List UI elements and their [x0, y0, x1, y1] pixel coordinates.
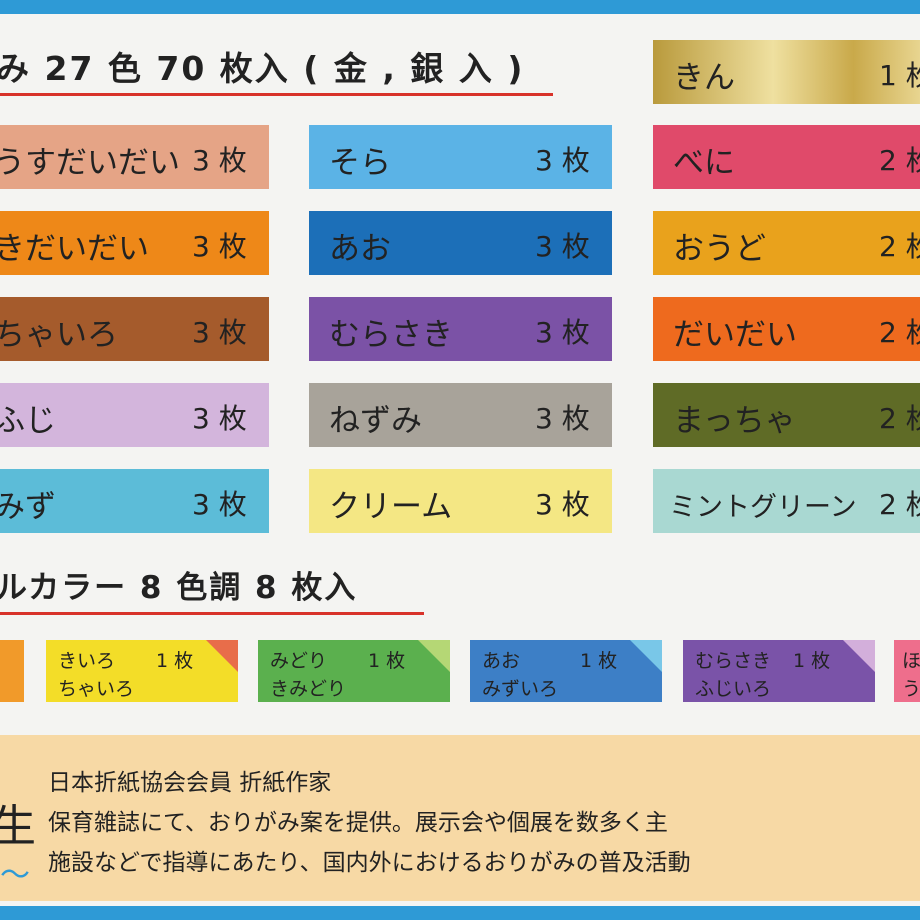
- dual-swatch-kiiro-chairo: きいろ 1 枚 ちゃいろ: [46, 640, 238, 702]
- swatch-ao: あお 3 枚: [309, 211, 612, 275]
- swatch-name: うすだいだい: [0, 145, 180, 181]
- dual-line2: う: [902, 678, 920, 700]
- author-info-panel: 日本折紙協会会員 折紙作家 保育雑誌にて、おりがみ案を提供。展示会や個展を数多く…: [0, 735, 920, 901]
- swatch-oudo: おうど 2 枚: [653, 211, 920, 275]
- dual-swatch-ao-mizuiro: あお 1 枚 みずいろ: [470, 640, 662, 702]
- swatch-count: 2 枚: [879, 402, 920, 435]
- dual-swatch-partial: [0, 640, 24, 702]
- section-heading-dual-colors: ルカラー 8 色調 8 枚入: [0, 570, 358, 606]
- dual-swatch-murasaki-fujiiro: むらさき 1 枚 ふじいろ: [683, 640, 875, 702]
- dual-swatch-pink: ほ う: [894, 640, 920, 702]
- swatch-mint-green: ミントグリーン 2 枚: [653, 469, 920, 533]
- swatch-count: 3 枚: [192, 316, 247, 349]
- author-line-1: 日本折紙協会会員 折紙作家: [48, 770, 332, 796]
- swatch-name: ふじ: [0, 403, 56, 439]
- dual-line1: きいろ: [58, 650, 116, 672]
- swatch-name: ねずみ: [329, 403, 422, 439]
- dual-line1: むらさき: [695, 650, 772, 672]
- swatch-beni: べに 2 枚: [653, 125, 920, 189]
- swatch-name: そら: [329, 145, 391, 181]
- author-line-3: 施設などで指導にあたり、国内外におけるおりがみの普及活動: [48, 850, 691, 876]
- top-border-bar: [0, 0, 920, 14]
- swatch-count: 2 枚: [879, 144, 920, 177]
- swatch-count: 3 枚: [535, 402, 590, 435]
- swatch-name: ちゃいろ: [0, 317, 118, 353]
- swatch-name: おうど: [673, 231, 766, 267]
- swatch-count: 3 枚: [192, 144, 247, 177]
- dual-line2: ちゃいろ: [58, 678, 135, 700]
- dual-line1: あお: [482, 650, 521, 672]
- swatch-mizu: みず 3 枚: [0, 469, 269, 533]
- swatch-fuji: ふじ 3 枚: [0, 383, 269, 447]
- dual-line2: みずいろ: [482, 678, 559, 700]
- swatch-count: 3 枚: [192, 488, 247, 521]
- swatch-kin: きん 1 枚: [653, 40, 920, 104]
- dual-line2: きみどり: [270, 678, 347, 700]
- dual-count: 1 枚: [580, 650, 618, 672]
- swatch-count: 3 枚: [535, 144, 590, 177]
- wave-icon: 〜: [0, 858, 30, 893]
- swatch-name: みず: [0, 489, 56, 525]
- swatch-name: だいだい: [673, 317, 797, 353]
- swatch-count: 2 枚: [879, 488, 920, 521]
- swatch-chairo: ちゃいろ 3 枚: [0, 297, 269, 361]
- swatch-murasaki: むらさき 3 枚: [309, 297, 612, 361]
- swatch-count: 3 枚: [535, 316, 590, 349]
- swatch-count: 3 枚: [192, 402, 247, 435]
- dual-line1: みどり: [270, 650, 328, 672]
- swatch-sora: そら 3 枚: [309, 125, 612, 189]
- fold-corner: [418, 640, 450, 672]
- swatch-maccha: まっちゃ 2 枚: [653, 383, 920, 447]
- dual-swatch-midori-kimidori: みどり 1 枚 きみどり: [258, 640, 450, 702]
- author-line-2: 保育雑誌にて、おりがみ案を提供。展示会や個展を数多く主: [48, 810, 668, 836]
- swatch-name: きだいだい: [0, 231, 149, 267]
- swatch-count: 2 枚: [879, 316, 920, 349]
- swatch-nezumi: ねずみ 3 枚: [309, 383, 612, 447]
- swatch-name: クリーム: [329, 489, 453, 525]
- dual-line2: ふじいろ: [695, 678, 772, 700]
- heading-underline: [0, 93, 553, 96]
- bottom-border-bar: [0, 906, 920, 920]
- swatch-count: 3 枚: [535, 230, 590, 263]
- swatch-name: きん: [673, 60, 735, 96]
- swatch-name: むらさき: [329, 317, 453, 353]
- swatch-daidai: だいだい 2 枚: [653, 297, 920, 361]
- fold-corner: [843, 640, 875, 672]
- swatch-name: あお: [329, 231, 391, 267]
- author-name-fragment: 生: [0, 801, 36, 852]
- swatch-count: 3 枚: [192, 230, 247, 263]
- heading-underline: [0, 612, 424, 615]
- section-heading-27-colors: み 27 色 70 枚入 ( 金 , 銀 入 ): [0, 49, 525, 88]
- swatch-name: ミントグリーン: [669, 492, 857, 523]
- swatch-cream: クリーム 3 枚: [309, 469, 612, 533]
- swatch-name: べに: [673, 145, 735, 181]
- dual-count: 1 枚: [156, 650, 194, 672]
- swatch-count: 3 枚: [535, 488, 590, 521]
- swatch-kidaidai: きだいだい 3 枚: [0, 211, 269, 275]
- swatch-name: まっちゃ: [673, 403, 796, 439]
- dual-count: 1 枚: [793, 650, 831, 672]
- dual-line1: ほ: [902, 650, 920, 672]
- swatch-count: 1 枚: [879, 59, 920, 92]
- swatch-count: 2 枚: [879, 230, 920, 263]
- swatch-usudaidai: うすだいだい 3 枚: [0, 125, 269, 189]
- fold-corner: [206, 640, 238, 672]
- dual-count: 1 枚: [368, 650, 406, 672]
- fold-corner: [630, 640, 662, 672]
